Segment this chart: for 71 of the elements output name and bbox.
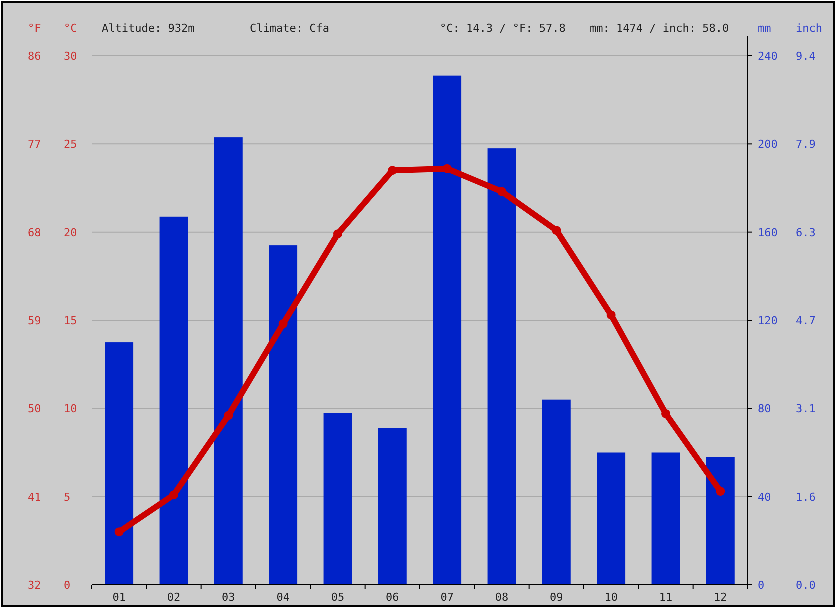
x-tick-label: 11 xyxy=(659,591,673,604)
y-tick-label: 30 xyxy=(64,50,78,63)
text: 0.0 xyxy=(796,579,816,592)
y3-axis-title: °F xyxy=(28,22,42,35)
y2-tick-label: 80 xyxy=(758,402,772,416)
text: Altitude: 932m xyxy=(102,22,196,35)
text: 1.6 xyxy=(796,490,816,504)
y2-tick-label: 160 xyxy=(758,226,778,240)
text: 3.1 xyxy=(796,402,816,416)
text: inch xyxy=(796,22,822,35)
point xyxy=(662,409,670,418)
text: °C: 14.3 / °F: 57.8 xyxy=(440,22,566,35)
point xyxy=(334,230,342,239)
x-tick-label: 06 xyxy=(386,591,400,604)
bar xyxy=(160,216,188,585)
point xyxy=(606,310,616,320)
x-tick-label: 10 xyxy=(604,591,618,604)
y-axis-title: °C xyxy=(64,22,78,35)
bar xyxy=(378,428,407,585)
bar xyxy=(652,452,680,585)
y2-tick-label: 0 xyxy=(758,579,765,592)
bar xyxy=(214,138,243,585)
text: Climate: Cfa xyxy=(250,22,330,35)
text: 7.9 xyxy=(796,138,816,152)
point xyxy=(114,528,124,537)
y-tick-label: 25 xyxy=(64,138,78,152)
y-tick-label: 0 xyxy=(64,579,71,592)
y3-tick-label: 59 xyxy=(28,314,42,328)
point xyxy=(552,226,562,236)
x-tick-label: 03 xyxy=(222,591,236,604)
text: 9.4 xyxy=(796,50,816,63)
x-tick-label: 04 xyxy=(276,591,290,604)
y3-tick-label: 77 xyxy=(28,138,42,152)
point xyxy=(224,411,234,420)
x-tick-label: 09 xyxy=(550,591,564,604)
point xyxy=(716,487,726,496)
y-tick-label: 10 xyxy=(64,402,78,416)
text: mm: 1474 / inch: 58.0 xyxy=(590,22,730,35)
y3-tick-label: 50 xyxy=(28,402,42,416)
x-tick-label: 07 xyxy=(440,591,454,604)
bar xyxy=(542,400,571,585)
y2-tick-label: 120 xyxy=(758,314,778,328)
y-tick-label: 15 xyxy=(64,314,78,328)
point xyxy=(170,490,178,500)
x-tick-label: 05 xyxy=(331,591,345,604)
x-tick-label: 01 xyxy=(112,591,126,604)
y2-tick-label: 240 xyxy=(758,50,778,63)
point xyxy=(278,320,288,329)
y2-tick-label: 200 xyxy=(758,138,778,152)
x-tick-label: 08 xyxy=(495,591,509,604)
y-tick-label: 20 xyxy=(64,226,78,240)
bar xyxy=(105,342,134,585)
text: 6.3 xyxy=(796,226,816,240)
bar xyxy=(433,76,462,585)
y2-tick-label: 40 xyxy=(758,490,772,504)
bar xyxy=(488,148,516,585)
y3-tick-label: 41 xyxy=(28,490,42,504)
x-tick-label: 02 xyxy=(167,591,181,604)
y3-tick-label: 68 xyxy=(28,226,42,240)
text: 4.7 xyxy=(796,314,816,328)
y2-axis-title: mm xyxy=(758,22,772,35)
x-tick-label: 12 xyxy=(714,591,728,604)
y3-tick-label: 32 xyxy=(28,579,42,592)
bar xyxy=(706,457,735,585)
y3-tick-label: 86 xyxy=(28,50,42,63)
bar xyxy=(597,452,626,585)
point xyxy=(498,187,506,196)
point xyxy=(442,164,452,174)
y-tick-label: 5 xyxy=(64,490,71,504)
bar xyxy=(269,246,298,585)
bar xyxy=(324,413,352,585)
